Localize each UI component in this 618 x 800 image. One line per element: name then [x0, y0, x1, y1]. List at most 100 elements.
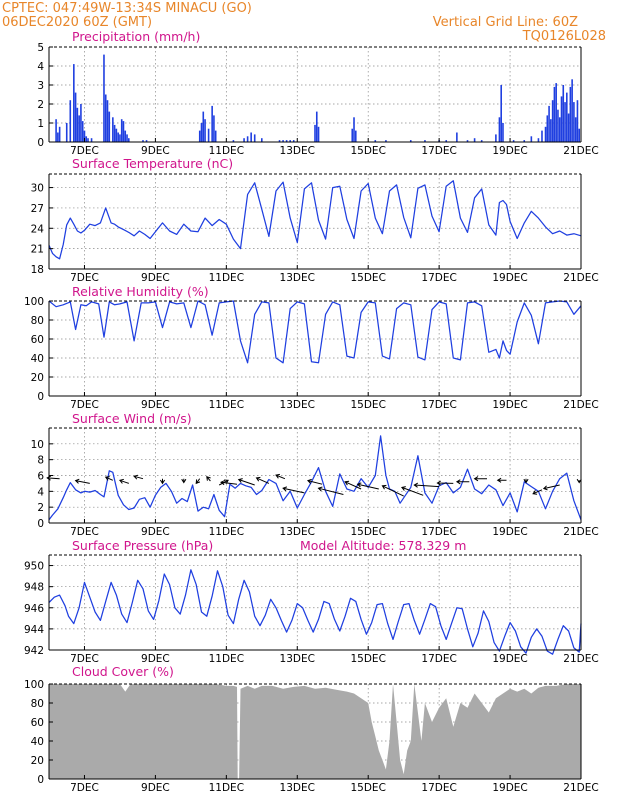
- pressure-panel: Surface Pressure (hPa) Model Altitude: 5…: [24, 538, 599, 665]
- x-tick-label: 9DEC: [141, 399, 170, 411]
- precip-bar: [289, 140, 291, 142]
- precip-bar: [555, 83, 557, 142]
- panel-title: Surface Temperature (nC): [72, 156, 233, 171]
- x-tick-label: 13DEC: [280, 145, 315, 157]
- precip-bar: [351, 128, 354, 142]
- precip-bar: [578, 128, 581, 142]
- x-tick-label: 11DEC: [209, 399, 244, 411]
- y-tick-label: 942: [24, 645, 44, 657]
- precip-bar: [292, 140, 295, 142]
- run-date-header: 06DEC2020 60Z (GMT): [2, 15, 152, 30]
- y-tick-label: 40: [31, 353, 44, 365]
- precip-bar: [523, 140, 526, 142]
- precip-bar: [571, 79, 573, 142]
- precip-bar: [253, 134, 256, 142]
- precip-bar: [211, 105, 213, 142]
- y-tick-label: 944: [24, 624, 44, 636]
- precip-bar: [445, 140, 448, 142]
- station-header: CPTEC: 047:49W-13:34S MINACU (GO): [2, 1, 252, 16]
- wind-arrow: [237, 478, 255, 486]
- precip-bar: [81, 121, 84, 142]
- precip-bar: [80, 104, 82, 142]
- precip-bar: [456, 132, 458, 142]
- wind-arrow: [317, 486, 344, 495]
- precip-bar: [74, 92, 77, 142]
- precip-bar: [566, 92, 568, 142]
- y-tick-label: 2: [37, 502, 44, 514]
- x-tick-label: 11DEC: [209, 145, 244, 157]
- y-tick-label: 948: [24, 582, 44, 594]
- precip-bar: [560, 96, 563, 142]
- precip-bar: [512, 140, 515, 142]
- x-tick-label: 19DEC: [492, 399, 527, 411]
- precip-bar: [104, 94, 107, 142]
- precipitation-panel: Precipitation (mm/h) 0 1 2 3 4 5 7DEC 9DEC 11DEC…: [37, 29, 598, 157]
- precip-bar: [207, 128, 210, 142]
- y-tick-label: 24: [31, 223, 45, 235]
- x-tick-label: 17DEC: [421, 145, 456, 157]
- precip-bar: [546, 115, 549, 142]
- y-tick-label: 8: [37, 455, 44, 467]
- y-tick-label: 80: [31, 698, 44, 710]
- x-tick-label: 15DEC: [350, 272, 385, 284]
- x-tick-label: 7DEC: [70, 272, 99, 284]
- precip-bar: [204, 119, 206, 142]
- x-tick-label: 17DEC: [421, 526, 456, 538]
- cloud-cover-area: [49, 684, 581, 779]
- wind-arrow: [413, 482, 440, 488]
- y-tick-label: 0: [37, 774, 44, 786]
- y-tick-label: 5: [37, 42, 44, 54]
- precip-bar: [200, 123, 203, 142]
- wind-arrow: [119, 478, 129, 484]
- precip-bar: [564, 102, 566, 142]
- precip-bar: [548, 105, 550, 142]
- precip-bar: [374, 140, 377, 142]
- x-tick-label: 15DEC: [350, 653, 385, 665]
- precip-bar: [473, 138, 476, 142]
- x-tick-label: 7DEC: [70, 653, 99, 665]
- x-tick-label: 11DEC: [209, 782, 244, 794]
- wind-panel: Surface Wind (m/s) 0 2 4 6 8 10 7DEC 9DEC 11DEC 1…: [31, 411, 599, 538]
- precip-bar: [115, 128, 118, 142]
- y-tick-label: 27: [31, 203, 44, 215]
- y-tick-label: 30: [31, 183, 44, 195]
- precip-bar: [544, 126, 547, 142]
- precip-bar: [145, 140, 148, 142]
- x-tick-label: 15DEC: [350, 782, 385, 794]
- precip-bar: [117, 132, 119, 142]
- precip-bar: [315, 111, 318, 142]
- x-tick-label: 19DEC: [492, 272, 527, 284]
- x-tick-label: 13DEC: [280, 272, 315, 284]
- wind-arrow: [195, 478, 201, 485]
- x-tick-label: 17DEC: [421, 653, 456, 665]
- precip-bar: [246, 136, 249, 142]
- y-tick-label: 946: [24, 603, 44, 615]
- precip-bar: [551, 100, 554, 142]
- wind-arrow: [381, 484, 404, 497]
- series-line: [48, 300, 582, 364]
- precip-bar: [537, 138, 540, 142]
- precip-bar: [202, 111, 205, 142]
- precip-bar: [85, 136, 88, 142]
- y-tick-label: 6: [37, 471, 44, 483]
- precip-bar: [58, 126, 61, 142]
- x-tick-label: 7DEC: [70, 526, 99, 538]
- y-tick-label: 20: [31, 372, 44, 384]
- precip-bar: [213, 115, 215, 142]
- precip-bar: [87, 138, 89, 142]
- precip-bar: [120, 119, 123, 142]
- wind-arrow: [532, 489, 543, 495]
- precip-bar: [106, 100, 109, 142]
- x-tick-label: 11DEC: [209, 526, 244, 538]
- x-tick-label: 21DEC: [563, 526, 598, 538]
- y-tick-label: 20: [31, 755, 44, 767]
- y-tick-label: 3: [37, 80, 44, 92]
- precip-bar: [126, 134, 128, 142]
- precip-bar: [576, 100, 579, 142]
- wind-arrow: [473, 476, 487, 482]
- y-tick-label: 60: [31, 717, 44, 729]
- precip-bar: [128, 138, 130, 142]
- wind-arrow: [306, 478, 323, 485]
- x-tick-label: 19DEC: [492, 782, 527, 794]
